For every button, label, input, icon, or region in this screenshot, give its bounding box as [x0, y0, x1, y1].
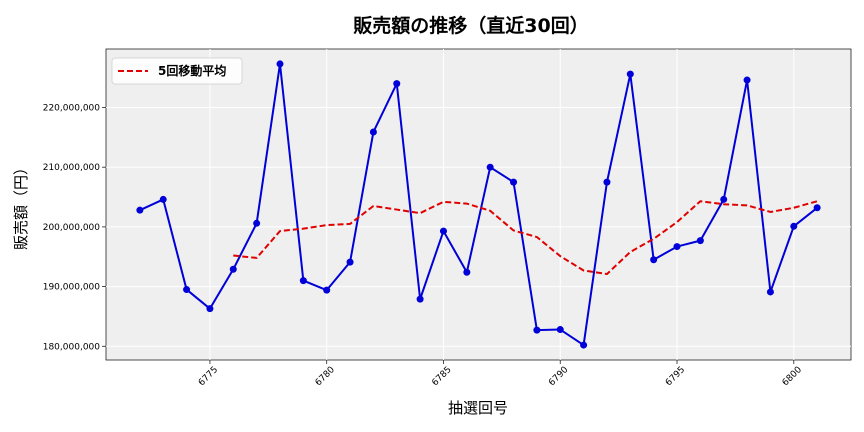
- sales-point: [416, 295, 424, 303]
- sales-point: [743, 76, 751, 84]
- sales-line: [139, 62, 818, 347]
- sales-point: [720, 195, 728, 203]
- sales-point: [393, 80, 401, 88]
- grid: [106, 49, 851, 360]
- sales-point: [253, 219, 261, 227]
- sales-point: [323, 286, 331, 294]
- legend-label-moving-average: 5回移動平均: [158, 63, 226, 78]
- y-axis-label: 販売額（円）: [12, 160, 30, 250]
- sales-point: [439, 227, 447, 235]
- y-tick-label: 190,000,000: [43, 283, 101, 293]
- sales-point: [159, 195, 167, 203]
- sales-point: [276, 60, 284, 68]
- x-tick-label: 6795: [664, 365, 687, 388]
- x-tick-label: 6790: [547, 365, 570, 388]
- sales-point: [556, 326, 564, 334]
- sales-point: [580, 341, 588, 349]
- sales-point: [486, 163, 494, 171]
- sales-point: [299, 277, 307, 285]
- legend-box: [111, 57, 243, 85]
- legend: 5回移動平均: [111, 57, 243, 85]
- y-tick-label: 180,000,000: [43, 342, 101, 352]
- sales-point: [650, 256, 658, 264]
- sales-point: [369, 128, 377, 136]
- sales-point: [229, 265, 237, 273]
- chart-title: 販売額の推移（直近30回）: [353, 14, 588, 37]
- sales-point: [510, 178, 518, 186]
- sales-point: [813, 204, 821, 212]
- x-tick-label: 6775: [197, 365, 220, 388]
- sales-point: [136, 206, 144, 214]
- x-tick-label: 6800: [781, 365, 804, 388]
- sales-point: [533, 326, 541, 334]
- y-tick-label: 200,000,000: [43, 223, 101, 233]
- sales-point: [790, 222, 798, 230]
- sales-point: [603, 178, 611, 186]
- y-tick-label: 220,000,000: [43, 103, 101, 113]
- sales-point: [346, 258, 354, 266]
- sales-point: [696, 237, 704, 245]
- moving-average-line: [233, 200, 818, 276]
- y-tick-label: 210,000,000: [43, 163, 101, 173]
- x-axis-label: 抽選回号: [448, 399, 508, 417]
- x-tick-label: 6780: [314, 365, 337, 388]
- sales-point: [626, 70, 634, 78]
- sales-point: [766, 288, 774, 296]
- x-tick-label: 6785: [430, 365, 453, 388]
- series-layer: [136, 60, 821, 349]
- sales-point: [463, 268, 471, 276]
- sales-point: [673, 243, 681, 251]
- sales-point: [183, 286, 191, 294]
- plot-area: [105, 48, 852, 361]
- sales-point: [206, 305, 214, 313]
